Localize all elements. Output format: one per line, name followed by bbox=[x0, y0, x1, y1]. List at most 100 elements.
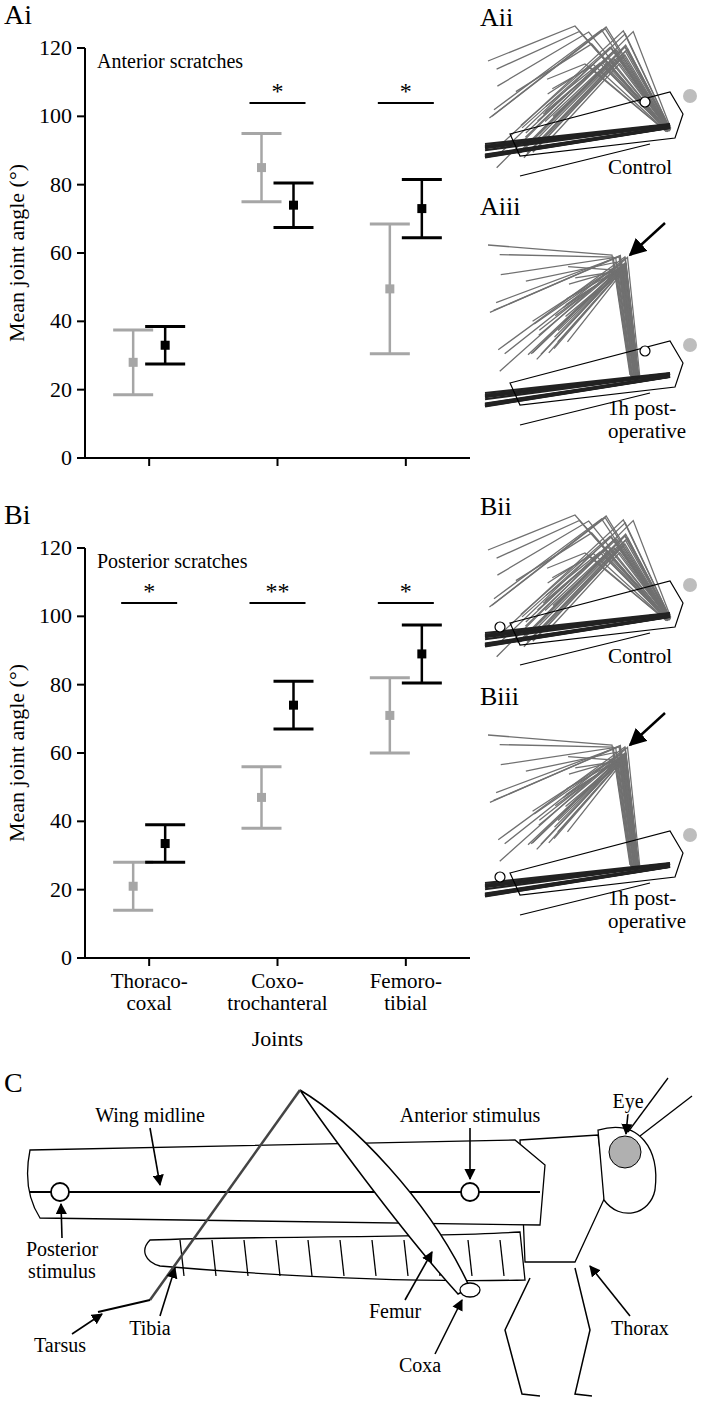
chart-panel: Bi020406080100120Mean joint angle (°)Pos… bbox=[4, 499, 470, 1051]
error-cap-bottom bbox=[145, 363, 185, 366]
y-tick bbox=[77, 47, 85, 49]
x-tick-label: Femoro-tibial bbox=[370, 969, 442, 1015]
x-tick-label-line: Thoraco- bbox=[111, 969, 188, 993]
error-cap-bottom bbox=[402, 681, 442, 684]
x-tick-label-line: trochanteral bbox=[227, 991, 327, 1015]
y-tick-label: 0 bbox=[61, 445, 72, 470]
part-label-line: stimulus bbox=[28, 1260, 96, 1282]
y-tick-label: 60 bbox=[50, 240, 72, 265]
figure: Ai020406080100120Mean joint angle (°)Ant… bbox=[0, 0, 710, 1404]
panel-label: Aiii bbox=[480, 192, 520, 221]
error-cap-bottom bbox=[113, 909, 153, 912]
label-arrow bbox=[405, 1252, 432, 1300]
x-tick bbox=[148, 958, 150, 966]
y-axis-title: Mean joint angle (°) bbox=[4, 664, 29, 842]
caption-line: operative bbox=[608, 909, 686, 933]
mean-marker bbox=[385, 284, 394, 293]
mean-marker bbox=[417, 649, 426, 658]
y-tick-label: 20 bbox=[50, 877, 72, 902]
part-label-line: Eye bbox=[612, 1090, 643, 1113]
error-bar bbox=[242, 767, 282, 829]
error-bar bbox=[370, 224, 410, 354]
femur-trace bbox=[485, 615, 670, 639]
abdomen-segment bbox=[244, 1240, 248, 1276]
mean-marker bbox=[129, 358, 138, 367]
limb-trace bbox=[522, 537, 669, 619]
y-tick bbox=[77, 115, 85, 117]
error-cap-top bbox=[274, 680, 314, 683]
x-tick bbox=[277, 958, 279, 966]
arrow bbox=[630, 223, 665, 255]
limb-trace bbox=[526, 539, 669, 622]
x-axis-title: Joints bbox=[252, 1026, 303, 1051]
part-label: Thorax bbox=[611, 1317, 669, 1339]
limb-trace bbox=[538, 58, 669, 131]
abdomen-segment bbox=[212, 1240, 216, 1276]
label-arrow bbox=[160, 1268, 175, 1316]
limb-trace bbox=[497, 521, 671, 657]
panel-label: Bii bbox=[480, 492, 512, 521]
abdomen-segment bbox=[372, 1240, 376, 1276]
error-cap-top bbox=[113, 328, 153, 331]
significance-label: ** bbox=[266, 578, 290, 604]
marks bbox=[113, 133, 442, 394]
error-cap-bottom bbox=[242, 827, 282, 830]
part-label-line: Wing midline bbox=[95, 1104, 205, 1127]
error-cap-bottom bbox=[370, 752, 410, 755]
y-axis-title: Mean joint angle (°) bbox=[4, 164, 29, 342]
y-tick bbox=[77, 889, 85, 891]
y-tick-label: 100 bbox=[39, 103, 72, 128]
error-cap-bottom bbox=[274, 728, 314, 731]
abdomen-segment bbox=[468, 1240, 472, 1276]
abdomen-segment bbox=[404, 1240, 408, 1276]
x-tick-label-line: coxal bbox=[126, 991, 172, 1015]
part-label-line: Femur bbox=[369, 1300, 422, 1322]
eye bbox=[609, 1136, 641, 1168]
eye bbox=[683, 338, 697, 352]
label-arrow bbox=[72, 1314, 102, 1334]
chart-title: Anterior scratches bbox=[97, 50, 243, 72]
y-tick-label: 20 bbox=[50, 377, 72, 402]
y-tick bbox=[77, 547, 85, 549]
head bbox=[598, 1127, 656, 1213]
limb-trace bbox=[566, 270, 635, 380]
x-tick bbox=[405, 958, 407, 966]
mean-marker bbox=[161, 839, 170, 848]
part-label-line: Posterior bbox=[26, 1238, 99, 1260]
caption-line: Control bbox=[608, 644, 672, 668]
caption: 1h post-operative bbox=[608, 886, 686, 933]
limb-trace bbox=[554, 758, 637, 870]
part-label-line: Tibia bbox=[129, 1317, 171, 1339]
panel-label: Aii bbox=[480, 3, 513, 32]
significance-label: * bbox=[143, 578, 155, 604]
body-outline bbox=[510, 581, 683, 645]
error-cap-top bbox=[274, 181, 314, 184]
limb-trace bbox=[567, 270, 637, 380]
chart-panel: Ai020406080100120Mean joint angle (°)Ant… bbox=[4, 0, 470, 470]
y-tick bbox=[77, 252, 85, 254]
posterior-stimulus bbox=[51, 1183, 69, 1201]
error-cap-bottom bbox=[370, 352, 410, 355]
part-label-line: Tarsus bbox=[34, 1334, 86, 1356]
y-tick bbox=[77, 389, 85, 391]
caption: Control bbox=[608, 155, 672, 179]
error-bar bbox=[274, 183, 314, 227]
error-bar bbox=[113, 330, 153, 395]
y-tick-label: 80 bbox=[50, 672, 72, 697]
femur-trace bbox=[485, 128, 670, 158]
part-label: Posteriorstimulus bbox=[26, 1238, 99, 1282]
marks bbox=[113, 625, 442, 910]
error-cap-bottom bbox=[402, 236, 442, 239]
antenna bbox=[640, 1096, 692, 1136]
error-cap-top bbox=[242, 765, 282, 768]
y-tick bbox=[77, 957, 85, 959]
error-bar bbox=[113, 862, 153, 910]
label-arrow bbox=[61, 1204, 62, 1238]
part-label: Tibia bbox=[129, 1317, 171, 1339]
caption: 1h post-operative bbox=[608, 396, 686, 443]
error-bar bbox=[145, 326, 185, 364]
label-arrow bbox=[626, 1113, 628, 1134]
y-tick bbox=[77, 820, 85, 822]
stimulus bbox=[640, 346, 650, 356]
wing bbox=[28, 1140, 545, 1225]
